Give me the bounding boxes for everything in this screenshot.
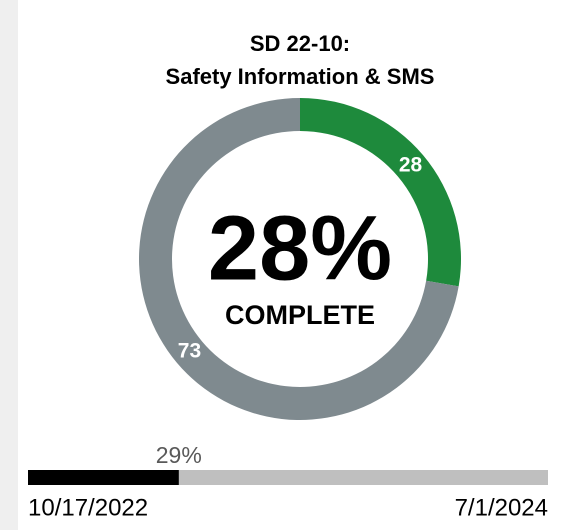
donut-segment — [300, 98, 461, 287]
start-date: 10/17/2022 — [28, 494, 148, 521]
chart-title: Safety Information & SMS — [166, 64, 435, 89]
center-subtext: COMPLETE — [225, 300, 375, 330]
end-date: 7/1/2024 — [455, 494, 548, 521]
panel — [18, 0, 576, 530]
data-label: 28 — [399, 153, 423, 176]
data-label: 73 — [178, 340, 201, 363]
chart-title: SD 22-10: — [250, 31, 350, 56]
progress-bar — [28, 470, 179, 485]
center-text: 28% — [208, 197, 392, 299]
progress-label: 29% — [156, 442, 202, 468]
